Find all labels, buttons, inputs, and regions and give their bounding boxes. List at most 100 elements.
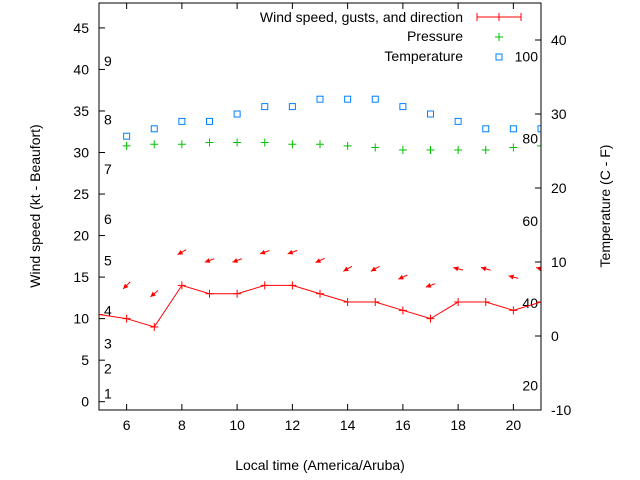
legend-swatch-temperature [495,53,503,61]
y2-tick-label: -10 [551,402,571,418]
beaufort-label: 1 [104,385,112,401]
temperature-point [288,103,296,111]
fahrenheit-label: 80 [522,131,538,147]
temperature-point [371,95,379,103]
temperature-point [206,117,213,125]
temperature-point [454,117,462,125]
gust-arrow-head [425,283,432,288]
gust-arrow-head [480,266,487,272]
tick-labels: 6 8 10 12 14 16 18 20051015202530354045-1001020… [73,20,571,433]
temperature-point [261,103,269,111]
pressure-point [454,146,463,155]
wind-speed-point [260,281,269,290]
x-tick-label: 6 [123,417,131,433]
legend-label-wind: Wind speed, gusts, and direction [260,9,463,25]
wind-speed-point [537,298,541,307]
wind-speed-point [150,322,159,331]
fahrenheit-label: 60 [522,213,538,229]
temperature-point [482,125,490,133]
beaufort-label: 5 [104,252,112,268]
pressure-point [316,140,324,149]
temperature-point [233,110,241,118]
y-tick-label: 15 [73,269,89,285]
pressure-point [343,141,352,150]
gust-arrow-head [287,249,294,255]
gust-arrow-head [536,266,541,272]
wind-speed-point [371,298,380,307]
beaufort-label: 3 [104,336,112,352]
legend: Wind speed, gusts, and direction Pressur… [260,9,522,64]
legend-swatch-wind [476,13,522,21]
x-tick-label: 16 [395,417,411,433]
x-tick-label: 20 [506,417,522,433]
y2-tick-label: 10 [551,254,567,270]
temperature-point [509,125,517,133]
wind-speed-point [481,298,490,307]
gust-arrow-head [508,274,515,280]
y2-tick-label: 0 [551,328,559,344]
data-marks [99,95,541,331]
legend-label-temperature: Temperature [384,48,463,64]
x-tick-label: 14 [340,417,356,433]
axis-ticks [99,3,541,411]
pressure-point [205,138,214,147]
y-axis-label: Wind speed (kt - Beaufort) [27,124,43,287]
beaufort-label: 8 [104,111,112,127]
gust-arrow-head [315,258,322,263]
beaufort-label: 4 [104,302,112,318]
plot-border [98,2,542,411]
pressure-point [122,141,131,150]
temperature-point [316,95,324,103]
x-tick-label: 8 [178,417,186,433]
temperature-point [427,110,434,118]
gust-arrow-head [232,258,238,263]
y-tick-label: 5 [81,352,89,368]
gust-arrow-head [370,266,377,272]
y2-tick-label: 20 [551,180,567,196]
y-tick-label: 0 [81,394,89,410]
wind-speed-point [454,298,463,307]
gust-arrow-head [260,249,266,255]
temperature-point [123,132,131,140]
temperature-point [344,95,352,103]
wind-speed-point [99,310,103,319]
y-tick-label: 35 [73,103,89,119]
y-tick-label: 25 [73,186,89,202]
x-tick-label: 18 [450,417,466,433]
wind-speed-point [316,289,324,298]
pressure-point [537,141,541,150]
pressure-point [398,146,407,155]
gust-arrow-head [453,266,459,272]
gust-arrow-head [343,266,349,272]
gust-arrow-head [123,283,129,289]
fahrenheit-label: 100 [515,48,539,64]
pressure-point [426,146,435,155]
pressure-point [233,138,242,147]
y-tick-label: 30 [73,145,89,161]
temperature-point [150,125,158,133]
pressure-point [371,143,380,152]
wind-speed-point [205,289,214,298]
legend-swatch-pressure [495,33,503,41]
temperature-point [399,103,407,111]
gust-arrow-head [177,250,184,255]
y-tick-label: 20 [73,228,89,244]
wind-speed-point [343,298,352,307]
y-tick-label: 10 [73,311,89,327]
pressure-point [509,143,518,152]
x-tick-label: 10 [229,417,245,433]
temperature-point [178,117,186,125]
beaufort-label: 9 [104,53,112,69]
wind-speed-point [233,289,242,298]
pressure-point [260,138,269,147]
y2-tick-label: 40 [551,32,567,48]
beaufort-label: 2 [104,360,112,376]
beaufort-label: 6 [104,211,112,227]
y-tick-label: 40 [73,61,89,77]
x-axis-label: Local time (America/Aruba) [235,457,405,473]
pressure-point [177,140,186,149]
pressure-point [481,146,490,155]
temperature-point [537,125,541,133]
y2-tick-label: 30 [551,106,567,122]
